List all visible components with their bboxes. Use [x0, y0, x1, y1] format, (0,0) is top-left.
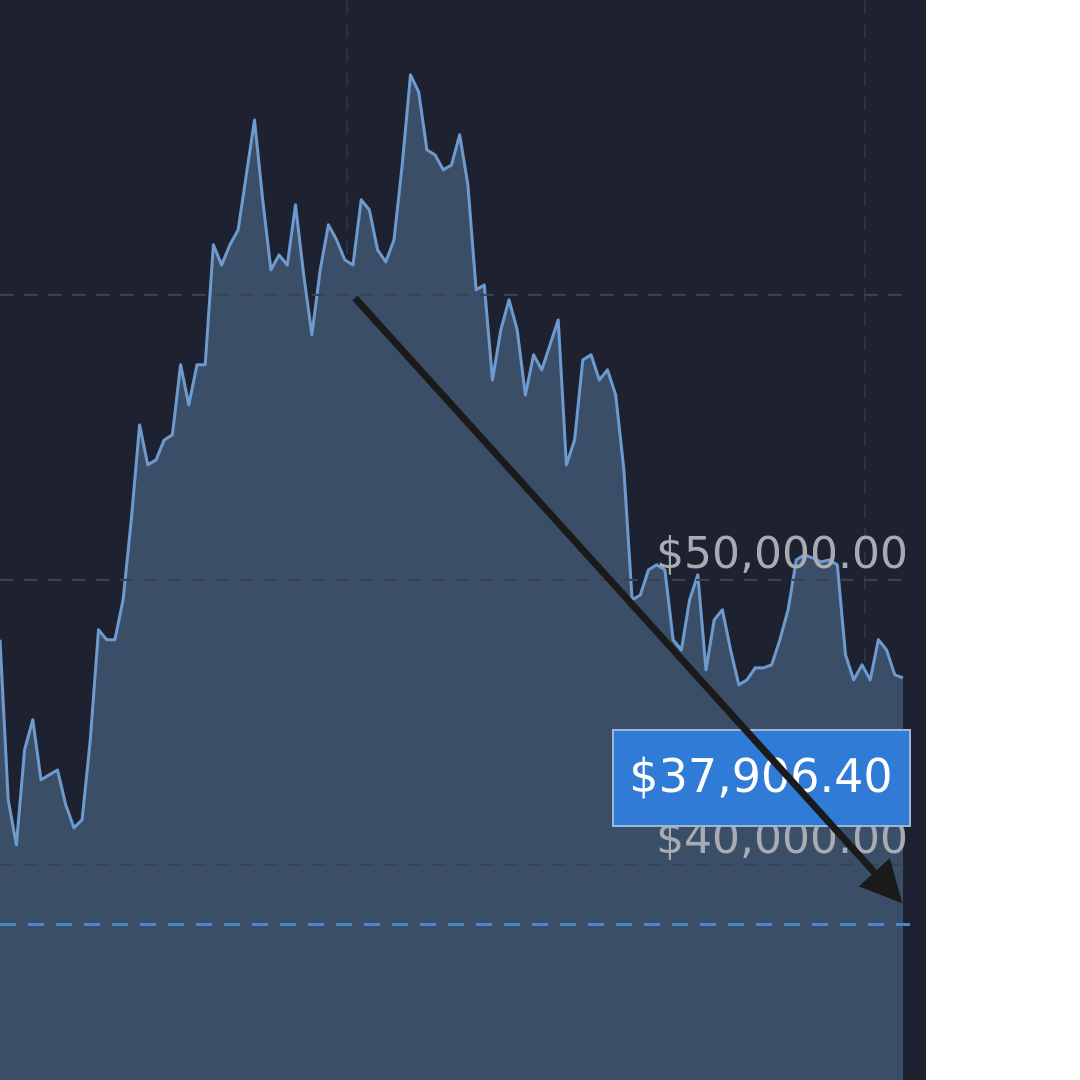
y-tick-label: $50,000.00 [656, 528, 908, 579]
current-price-label: $37,906.40 [629, 749, 892, 803]
area-fill [0, 74, 903, 1080]
annotation-arrow [352, 295, 903, 904]
price-line [0, 73, 904, 847]
plot-area [0, 73, 904, 1080]
